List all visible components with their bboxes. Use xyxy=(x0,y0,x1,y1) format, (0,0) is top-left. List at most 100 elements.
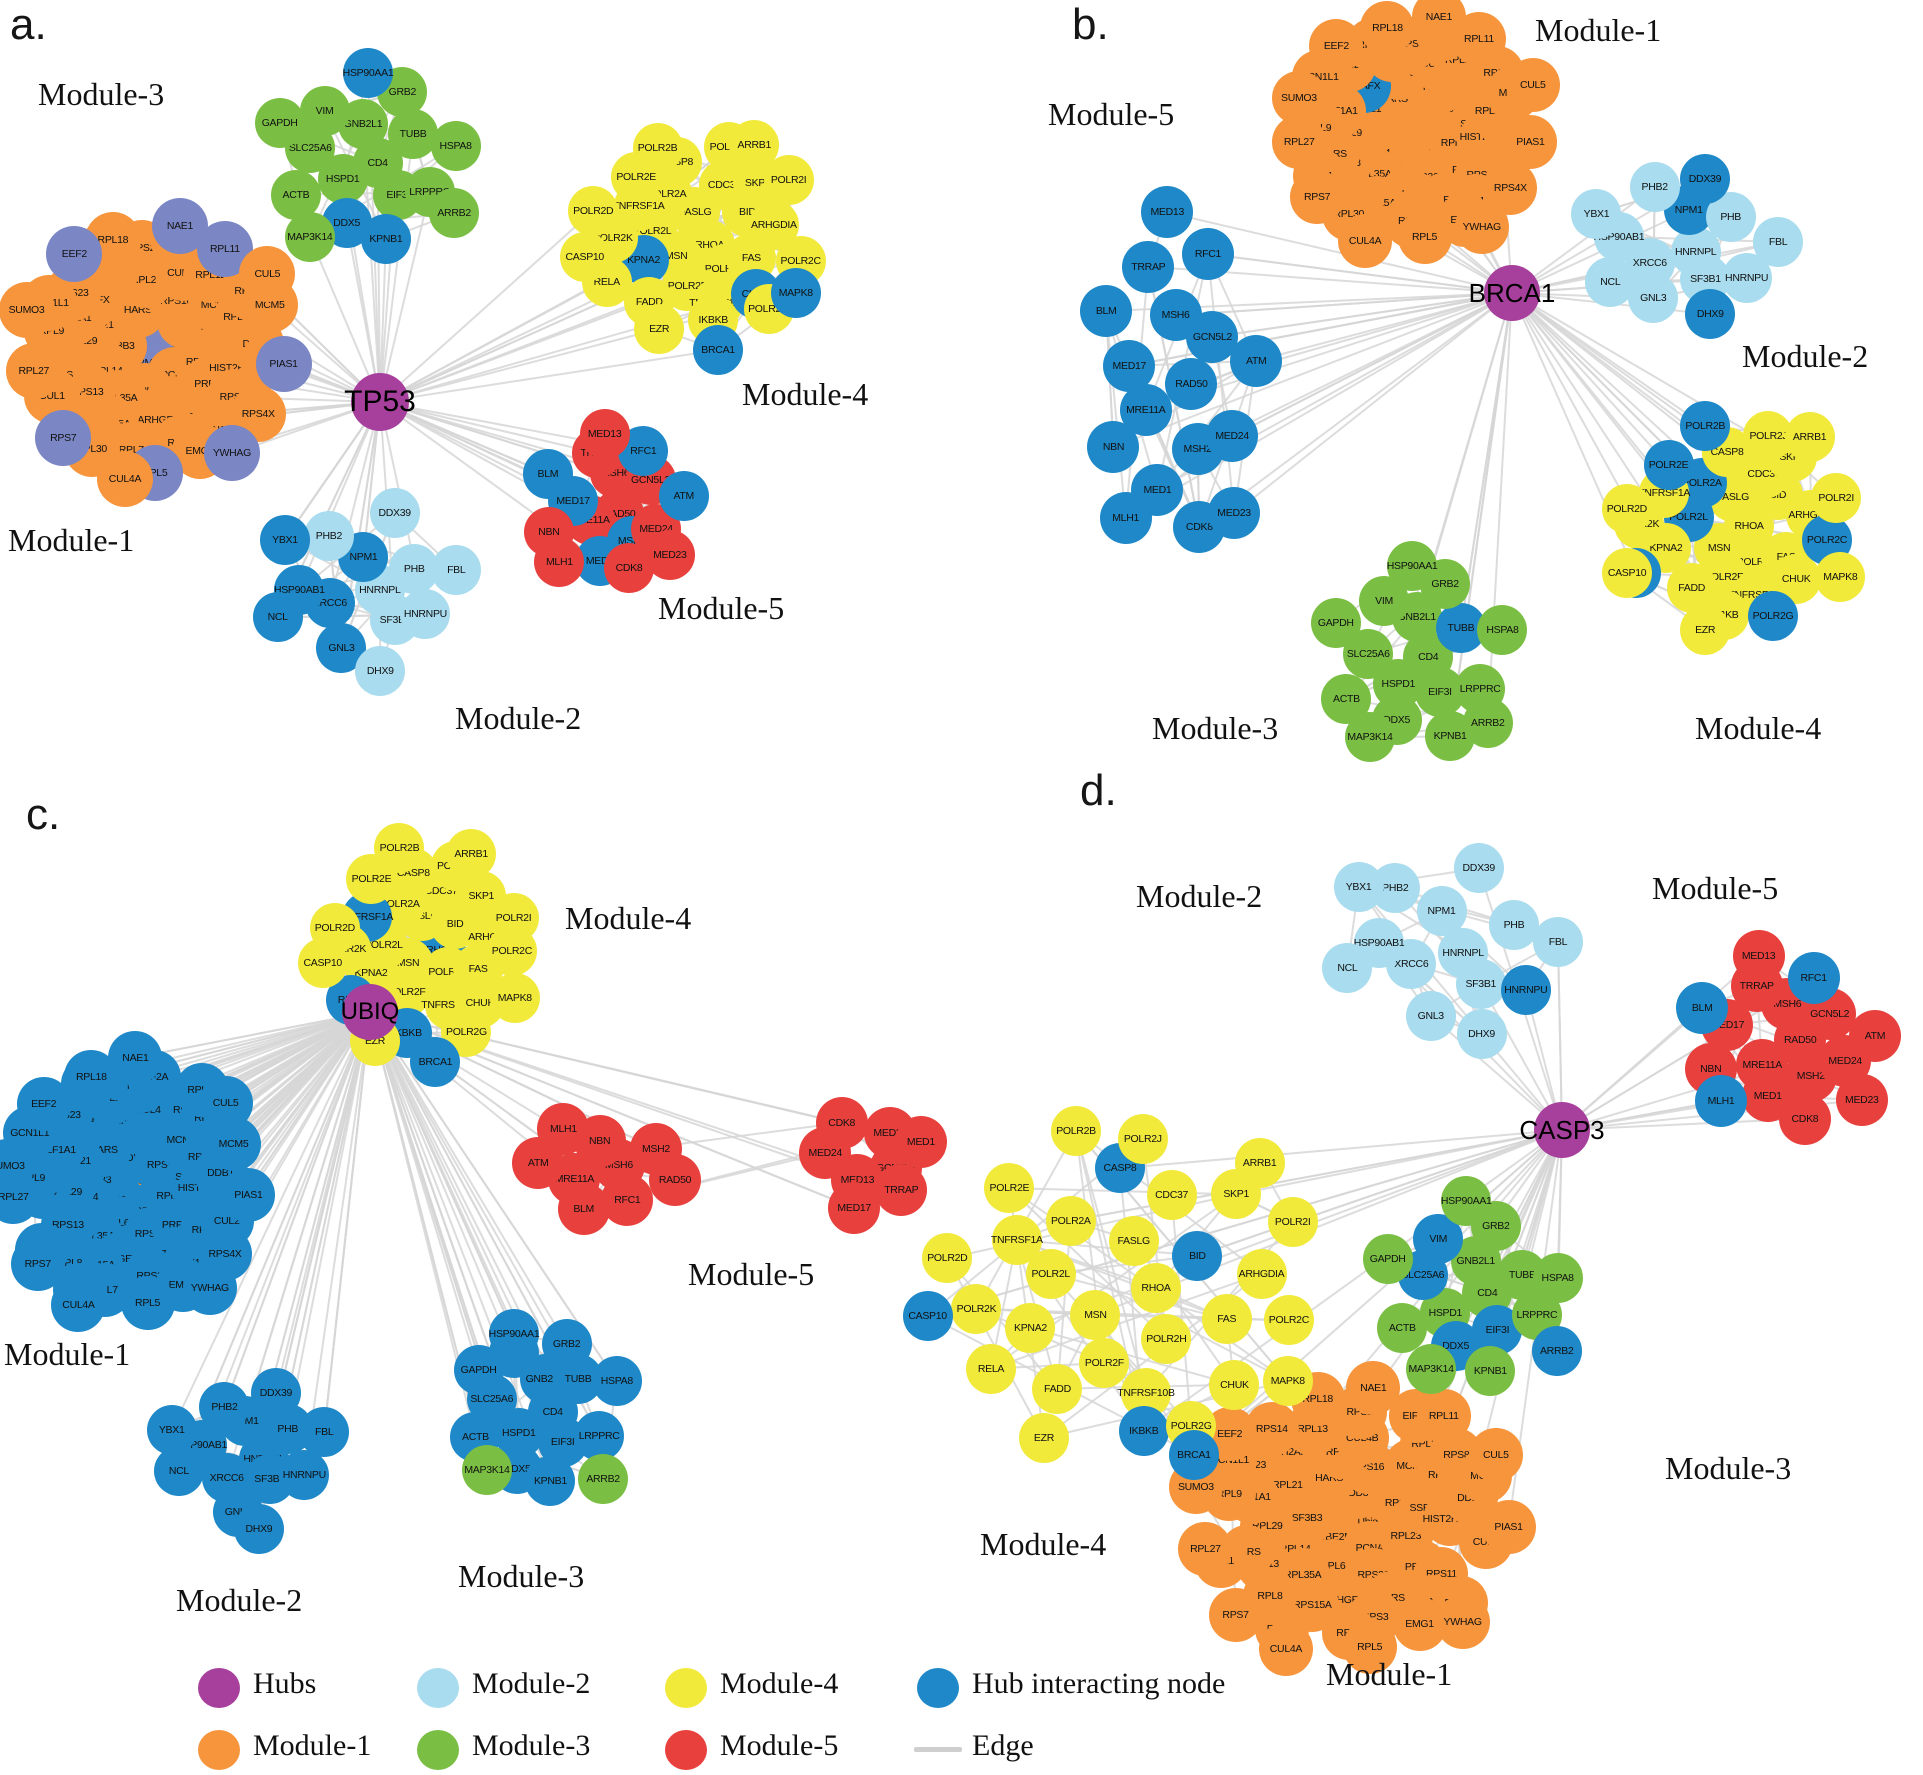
legend-label-module-4: Module-4 xyxy=(720,1667,839,1700)
node-RPL11: RPL11 xyxy=(1451,11,1506,66)
edge xyxy=(1167,211,1513,294)
node-POLR2I: POLR2I xyxy=(1811,473,1862,524)
node-CDK8: CDK8 xyxy=(815,1096,868,1149)
legend-swatch-module-5 xyxy=(665,1730,707,1770)
node-DDX39: DDX39 xyxy=(369,487,420,538)
node-ARHGDIA: ARHGDIA xyxy=(1236,1248,1287,1299)
node-NAE1: NAE1 xyxy=(1411,0,1466,45)
edge xyxy=(1125,292,1513,520)
module-label-a-module-4: Module-4 xyxy=(742,376,869,412)
node-NPM1: NPM1 xyxy=(1416,885,1467,936)
node-BLM: BLM xyxy=(1080,285,1133,338)
node-FAS: FAS xyxy=(1201,1294,1252,1345)
node-HNRNPU: HNRNPU xyxy=(1500,965,1551,1015)
edge xyxy=(1511,186,1656,294)
node-NBN: NBN xyxy=(1087,420,1140,473)
node-BRCA1: BRCA1 xyxy=(410,1037,461,1088)
node-GAPDH: GAPDH xyxy=(254,98,305,149)
node-RELA: RELA xyxy=(965,1343,1016,1394)
node-TUBB: TUBB xyxy=(388,108,439,159)
node-GNL3: GNL3 xyxy=(1628,273,1679,324)
legend-edge-line xyxy=(914,1747,962,1752)
module-label-d-module-2: Module-2 xyxy=(1136,878,1263,914)
node-MAP3K14: MAP3K14 xyxy=(1345,712,1396,763)
edge xyxy=(1511,292,1725,616)
node-ARRB2: ARRB2 xyxy=(1531,1325,1582,1376)
panel-letter-b: b. xyxy=(1072,0,1109,49)
edge xyxy=(379,401,598,455)
node-RPS7: RPS7 xyxy=(35,410,92,467)
node-ARRB1: ARRB1 xyxy=(1784,411,1835,462)
edge xyxy=(1231,292,1513,438)
edge xyxy=(1255,292,1513,362)
node-YBX1: YBX1 xyxy=(146,1405,197,1456)
node-RPL11: RPL11 xyxy=(1416,1389,1471,1444)
node-MED17: MED17 xyxy=(828,1181,881,1234)
node-NCL: NCL xyxy=(1585,257,1636,308)
module-label-b-module-4: Module-4 xyxy=(1695,710,1822,746)
node-NCL: NCL xyxy=(1322,943,1373,994)
node-POLR2E: POLR2E xyxy=(984,1163,1035,1214)
node-MSN: MSN xyxy=(1070,1290,1121,1340)
node-PHB2: PHB2 xyxy=(1629,162,1680,213)
node-POLR2D: POLR2D xyxy=(568,185,619,236)
node-POLR2J: POLR2J xyxy=(1117,1114,1168,1165)
node-POLR2F: POLR2F xyxy=(1079,1338,1130,1389)
node-POLR2A: POLR2A xyxy=(1045,1195,1096,1246)
node-TNFRSF1A: TNFRSF1A xyxy=(991,1215,1043,1265)
module-label-c-module-3: Module-3 xyxy=(458,1558,585,1594)
node-DDX39: DDX39 xyxy=(1453,843,1504,894)
node-MRE11A: MRE11A xyxy=(1119,384,1172,437)
node-RAD50: RAD50 xyxy=(649,1153,701,1206)
legend-label-module-3: Module-3 xyxy=(472,1729,591,1762)
edge xyxy=(369,1011,579,1380)
node-ARRB2: ARRB2 xyxy=(429,188,480,239)
edge xyxy=(369,1011,568,1345)
hub-node-UBIQ: UBIQ xyxy=(341,984,399,1040)
node-RPS4X: RPS4X xyxy=(230,386,287,443)
legend-label-module-1: Module-1 xyxy=(253,1729,372,1762)
panel-letter-a: a. xyxy=(10,0,47,49)
node-RPL27: RPL27 xyxy=(5,343,62,400)
node-NAE1: NAE1 xyxy=(108,1030,163,1085)
module-label-a-module-1: Module-1 xyxy=(8,522,135,558)
node-YWHAG: YWHAG xyxy=(182,1261,237,1316)
node-PIAS1: PIAS1 xyxy=(255,335,312,392)
edge xyxy=(1233,292,1513,515)
legend-label-edge: Edge xyxy=(972,1729,1034,1762)
edge xyxy=(1193,1129,1563,1456)
node-MAP3K14: MAP3K14 xyxy=(1406,1344,1457,1395)
node-EEF2: EEF2 xyxy=(16,1076,71,1131)
node-BLM: BLM xyxy=(522,448,573,499)
node-POLR2E: POLR2E xyxy=(1643,440,1694,491)
module-label-c-module-4: Module-4 xyxy=(565,900,692,936)
edge xyxy=(1175,292,1513,317)
edge xyxy=(1212,292,1513,338)
node-MED23: MED23 xyxy=(644,530,695,581)
module-label-a-module-3: Module-3 xyxy=(38,76,165,112)
node-ARRB1: ARRB1 xyxy=(446,829,497,880)
node-POLR2G: POLR2G xyxy=(1747,590,1798,641)
edge xyxy=(1206,253,1236,514)
node-POLR2B: POLR2B xyxy=(632,122,683,173)
edge xyxy=(286,1011,371,1429)
node-MAPK8: MAPK8 xyxy=(770,268,821,319)
edge xyxy=(323,1011,371,1433)
legend-swatch-module-2 xyxy=(417,1668,459,1708)
panel-letter-c: c. xyxy=(26,790,61,839)
node-EZR: EZR xyxy=(634,304,685,355)
node-PIAS1: PIAS1 xyxy=(1503,115,1558,170)
node-CDK8: CDK8 xyxy=(1778,1092,1831,1145)
node-KPNA2: KPNA2 xyxy=(1005,1302,1056,1353)
node-MLH1: MLH1 xyxy=(534,536,585,587)
node-FBL: FBL xyxy=(299,1407,350,1458)
node-IKBKB: IKBKB xyxy=(1118,1405,1169,1456)
node-KPNB1: KPNB1 xyxy=(525,1456,576,1507)
node-POLR2D: POLR2D xyxy=(1601,483,1652,534)
hub-node-TP53: TP53 xyxy=(344,373,416,431)
node-ATM: ATM xyxy=(658,471,709,522)
node-KPNB1: KPNB1 xyxy=(1465,1345,1516,1396)
node-CUL4A: CUL4A xyxy=(96,450,153,507)
node-CUL5: CUL5 xyxy=(198,1075,253,1130)
